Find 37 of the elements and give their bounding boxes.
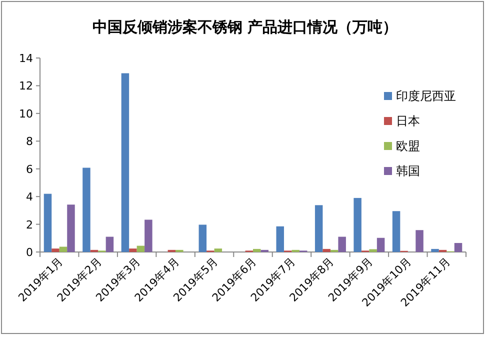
- legend-label: 印度尼西亚: [396, 89, 456, 103]
- bar: [431, 248, 439, 252]
- bar: [454, 242, 462, 252]
- bar: [44, 194, 52, 252]
- legend-label: 韩国: [396, 164, 420, 178]
- legend-label: 日本: [396, 114, 420, 128]
- bar: [52, 248, 60, 252]
- bar: [322, 248, 330, 252]
- y-tick-label: 4: [26, 190, 33, 204]
- bar: [214, 248, 222, 252]
- y-tick-label: 10: [19, 107, 33, 120]
- bar: [59, 246, 68, 252]
- y-tick-label: 2: [26, 218, 33, 232]
- y-tick-label: 6: [26, 162, 33, 176]
- bar: [136, 246, 145, 252]
- bar: [82, 168, 90, 252]
- y-tick-label: 8: [26, 135, 33, 148]
- bar: [392, 211, 400, 252]
- bar: [376, 238, 385, 252]
- bar: [129, 248, 137, 252]
- bar: [106, 236, 114, 252]
- bar: [253, 248, 261, 252]
- y-tick-label: 12: [19, 80, 33, 93]
- bar: [121, 73, 130, 252]
- bar: [354, 198, 362, 252]
- bar: [144, 220, 152, 252]
- chart-title: 中国反倾销涉案不锈钢 产品进口情况（万吨）: [92, 18, 398, 36]
- y-tick-label: 0: [26, 246, 33, 259]
- bar: [198, 224, 207, 252]
- bar: [314, 205, 323, 252]
- y-tick-label: 14: [19, 52, 33, 65]
- bar: [416, 230, 424, 252]
- bar: [276, 226, 284, 252]
- bar: [369, 249, 377, 252]
- legend-label: 欧盟: [396, 139, 420, 153]
- bar: [67, 204, 75, 252]
- bar: [338, 236, 346, 252]
